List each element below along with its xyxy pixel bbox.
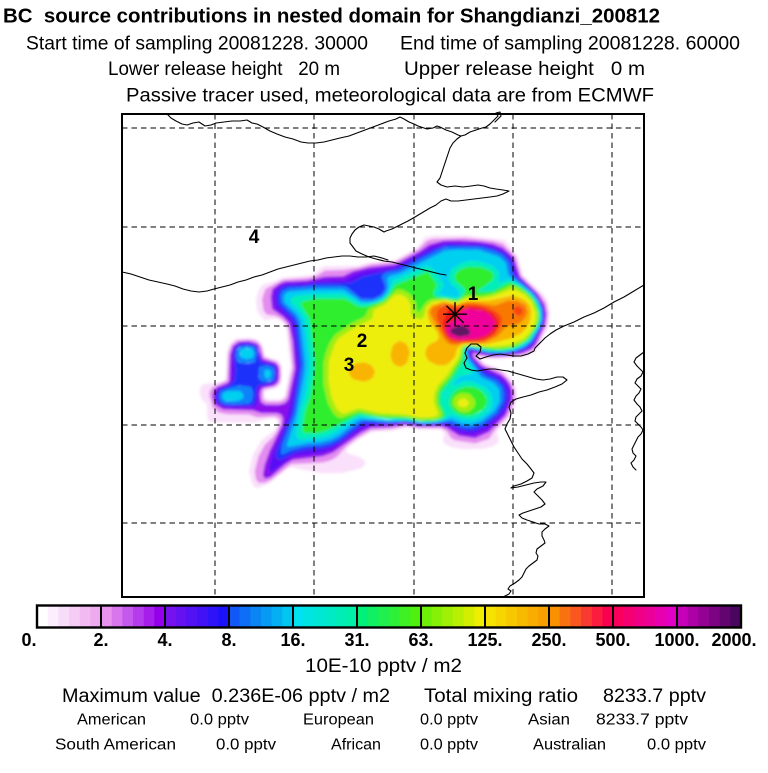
svg-text:Lower release height 20 m: Lower release height 20 m bbox=[108, 59, 340, 80]
svg-text:Australian: Australian bbox=[533, 737, 606, 754]
svg-text:South American: South American bbox=[55, 737, 176, 754]
svg-text:1000.: 1000. bbox=[654, 630, 699, 650]
svg-text:500.: 500. bbox=[595, 630, 630, 650]
svg-text:0.0 pptv: 0.0 pptv bbox=[647, 737, 706, 754]
svg-text:0.0 pptv: 0.0 pptv bbox=[190, 712, 249, 729]
svg-text:250.: 250. bbox=[531, 630, 566, 650]
svg-text:8.: 8. bbox=[221, 630, 236, 650]
svg-text:European: European bbox=[303, 712, 374, 729]
svg-text:BC source contributions in ne: BC source contributions in nested domain… bbox=[3, 5, 660, 27]
svg-text:31.: 31. bbox=[344, 630, 369, 650]
svg-text:0.0 pptv: 0.0 pptv bbox=[420, 712, 478, 729]
svg-text:American: American bbox=[77, 712, 146, 729]
svg-text:2.: 2. bbox=[93, 630, 108, 650]
svg-text:Maximum value 0.236E-06 pptv: Maximum value 0.236E-06 pptv / m2 bbox=[62, 686, 390, 707]
svg-text:Asian: Asian bbox=[528, 712, 570, 729]
svg-text:4.: 4. bbox=[157, 630, 172, 650]
svg-text:10E-10 pptv / m2: 10E-10 pptv / m2 bbox=[305, 656, 462, 677]
svg-text:0.0 pptv: 0.0 pptv bbox=[216, 737, 276, 754]
svg-text:2000.: 2000. bbox=[711, 630, 756, 650]
svg-text:Total mixing ratio: Total mixing ratio bbox=[424, 686, 578, 707]
svg-text:3: 3 bbox=[344, 355, 355, 376]
svg-text:16.: 16. bbox=[280, 630, 305, 650]
svg-text:End time of sampling 20081228.: End time of sampling 20081228. 60000 bbox=[400, 34, 740, 55]
svg-text:0.0 pptv: 0.0 pptv bbox=[420, 737, 478, 754]
svg-text:Upper release height 0 m: Upper release height 0 m bbox=[404, 59, 645, 80]
svg-text:Start time of sampling 2008122: Start time of sampling 20081228. 30000 bbox=[26, 34, 368, 55]
svg-text:0.: 0. bbox=[21, 630, 36, 650]
svg-text:8233.7 pptv: 8233.7 pptv bbox=[603, 686, 707, 707]
svg-text:1: 1 bbox=[468, 284, 479, 305]
svg-text:African: African bbox=[331, 737, 381, 754]
svg-text:125.: 125. bbox=[467, 630, 502, 650]
svg-text:4: 4 bbox=[249, 227, 260, 248]
svg-text:Passive tracer used, meteorolo: Passive tracer used, meteorological data… bbox=[126, 86, 654, 107]
svg-text:2: 2 bbox=[357, 331, 368, 352]
svg-text:8233.7 pptv: 8233.7 pptv bbox=[596, 712, 688, 729]
svg-text:63.: 63. bbox=[408, 630, 433, 650]
